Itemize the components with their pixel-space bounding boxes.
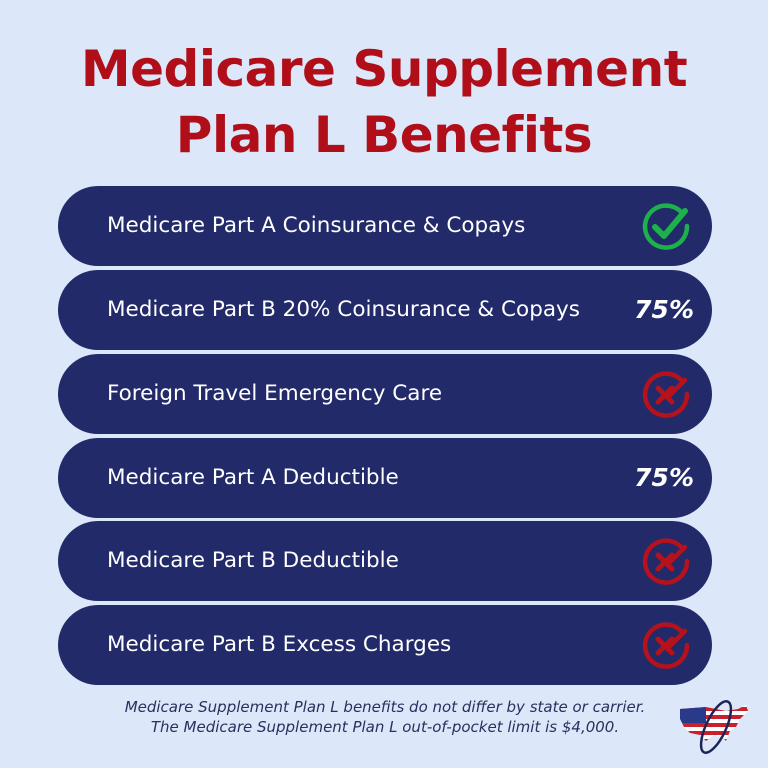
check-circle-icon: [642, 203, 690, 250]
benefit-label: Medicare Part B Excess Charges: [107, 632, 452, 657]
benefit-label: Medicare Part B 20% Coinsurance & Copays: [107, 297, 580, 322]
coverage-percent: 75%: [634, 463, 694, 492]
benefit-row-part-b-coinsurance: Medicare Part B 20% Coinsurance & Copays…: [58, 270, 712, 350]
footnote-line-1: Medicare Supplement Plan L benefits do n…: [124, 698, 646, 716]
title-line-2: Plan L Benefits: [175, 106, 593, 164]
title-line-1: Medicare Supplement: [80, 40, 688, 98]
benefit-row-part-a-coinsurance: Medicare Part A Coinsurance & Copays: [58, 186, 712, 266]
page-title: Medicare Supplement Plan L Benefits: [0, 36, 768, 168]
footnote: Medicare Supplement Plan L benefits do n…: [100, 697, 670, 737]
benefit-label: Foreign Travel Emergency Care: [107, 381, 443, 406]
x-circle-icon: [642, 538, 690, 585]
usa-map-flag-logo-icon: [680, 700, 748, 754]
benefit-label: Medicare Part A Deductible: [107, 465, 399, 490]
x-circle-icon: [642, 622, 690, 669]
benefit-label: Medicare Part A Coinsurance & Copays: [107, 213, 526, 238]
footnote-line-2: The Medicare Supplement Plan L out-of-po…: [150, 718, 620, 736]
x-circle-icon: [642, 371, 690, 418]
coverage-percent: 75%: [634, 295, 694, 324]
benefit-row-part-a-deductible: Medicare Part A Deductible 75%: [58, 438, 712, 518]
benefit-row-part-b-excess: Medicare Part B Excess Charges: [58, 605, 712, 685]
benefit-row-foreign-travel: Foreign Travel Emergency Care: [58, 354, 712, 434]
benefit-row-part-b-deductible: Medicare Part B Deductible: [58, 521, 712, 601]
benefit-label: Medicare Part B Deductible: [107, 548, 399, 573]
